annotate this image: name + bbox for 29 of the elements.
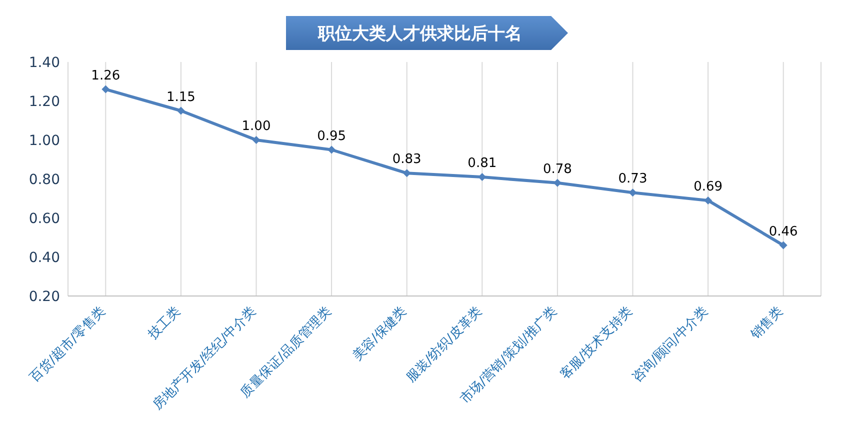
- x-tick-label: 美容/保健类: [349, 304, 410, 364]
- y-tick-label: 0.60: [28, 210, 60, 227]
- point: [102, 85, 110, 94]
- text: 0.69: [694, 179, 723, 194]
- text: 0.83: [392, 152, 422, 168]
- text: 1.15: [166, 90, 196, 105]
- y-tick-label: 0.20: [28, 288, 60, 305]
- text: 0.78: [542, 162, 572, 177]
- point: [402, 169, 411, 178]
- text: 0.46: [768, 224, 798, 240]
- text: 1.26: [91, 68, 120, 84]
- text: 0.73: [618, 172, 648, 187]
- y-tick-label: 0.40: [28, 250, 60, 266]
- y-tick-label: 1.00: [28, 132, 60, 149]
- y-tick-label: 0.80: [28, 172, 60, 188]
- point: [704, 196, 712, 204]
- y-tick-label: 1.20: [28, 94, 60, 110]
- text: 1.00: [242, 119, 271, 134]
- x-tick-label: 技工类: [144, 304, 184, 344]
- point: [328, 146, 336, 154]
- x-tick-label: 销售类: [747, 304, 786, 344]
- point: [779, 241, 788, 250]
- x-tick-label: 百货/超市/零售类: [27, 304, 108, 386]
- text: 0.95: [317, 128, 346, 144]
- y-tick-label: 1.40: [28, 54, 60, 71]
- point: [176, 106, 185, 115]
- point: [252, 136, 260, 144]
- chart-title: 职位大类人才供求比后十名: [286, 16, 568, 50]
- text: 0.81: [468, 156, 497, 172]
